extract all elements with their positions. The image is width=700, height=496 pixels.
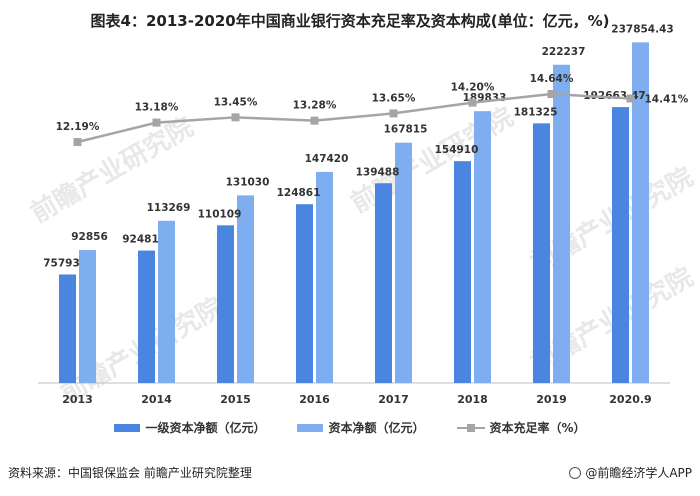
x-tick-label: 2014 (141, 393, 172, 406)
ratio-line (77, 92, 631, 144)
legend-item-tier1: 一级资本净额（亿元） (114, 419, 265, 436)
legend-label-tier1: 一级资本净额（亿元） (145, 421, 266, 435)
bar-net (316, 171, 333, 383)
x-tick-label: 2017 (378, 393, 409, 406)
ratio-label: 14.20% (451, 82, 495, 94)
bar-tier1 (533, 123, 550, 384)
ratio-marker (389, 109, 398, 118)
brand-text: @前瞻经济学人APP (585, 466, 692, 480)
data-label-tier1: 181325 (514, 106, 558, 118)
ratio-marker (231, 113, 240, 122)
legend-label-ratio: 资本充足率（%） (489, 421, 586, 435)
legend-item-net: 资本净额（亿元） (297, 419, 425, 436)
data-label-net: 147420 (305, 153, 349, 165)
data-label-net: 131030 (226, 176, 270, 188)
ratio-label: 13.18% (135, 102, 179, 114)
data-label-net: 237854.43 (611, 23, 673, 35)
ratio-marker (310, 116, 319, 125)
data-label-net: 222237 (542, 46, 586, 58)
data-label-tier1: 75793 (43, 257, 80, 269)
data-label-net: 92856 (71, 231, 108, 243)
data-label-tier1: 124861 (277, 187, 321, 199)
bar-tier1 (138, 250, 155, 383)
ratio-label: 14.64% (530, 73, 574, 85)
ratio-marker (73, 138, 82, 146)
ratio-marker (468, 98, 477, 107)
bar-tier1 (612, 107, 629, 384)
x-tick-label: 2018 (457, 393, 488, 406)
bar-net (553, 64, 570, 383)
ratio-label: 13.45% (214, 96, 258, 108)
bar-net (237, 195, 254, 383)
data-label-tier1: 110109 (198, 208, 242, 220)
bar-tier1 (59, 274, 76, 383)
source-note: 资料来源：中国银保监会 前瞻产业研究院整理 (8, 466, 252, 480)
legend-swatch-ratio (456, 423, 485, 433)
bar-tier1 (454, 161, 471, 383)
brand-footer: @前瞻经济学人APP (569, 464, 692, 481)
legend-swatch-tier1 (114, 423, 141, 432)
data-label-tier1: 92481 (122, 234, 159, 246)
bar-tier1 (296, 204, 313, 383)
bar-net (158, 220, 175, 383)
x-tick-label: 2015 (220, 393, 251, 406)
bar-net (395, 142, 412, 383)
bar-net (79, 250, 96, 383)
x-tick-label: 2016 (299, 393, 330, 406)
ratio-label: 13.28% (293, 100, 337, 112)
bar-tier1 (375, 183, 392, 383)
data-label-net: 113269 (147, 202, 191, 214)
legend-item-ratio: 资本充足率（%） (456, 419, 586, 436)
legend: 一级资本净额（亿元） 资本净额（亿元） 资本充足率（%） (0, 419, 700, 436)
legend-swatch-net (297, 423, 324, 432)
ratio-label: 14.41% (645, 94, 689, 106)
bar-net (474, 111, 491, 383)
bar-net (632, 42, 649, 383)
data-label-net: 167815 (384, 124, 428, 136)
x-tick-label: 2013 (62, 393, 93, 406)
bar-tier1 (217, 225, 234, 383)
x-tick-label: 2019 (536, 393, 567, 406)
data-label-tier1: 154910 (435, 144, 479, 156)
data-label-tier1: 139488 (356, 166, 400, 178)
ratio-marker (626, 94, 635, 103)
x-tick-label: 2020.9 (609, 393, 651, 406)
ratio-label: 12.19% (56, 121, 100, 133)
ratio-label: 13.65% (372, 92, 416, 104)
chart-area: 75793 92856 2013 92481 113269 2014 110109 13103… (38, 23, 689, 406)
brand-logo-icon (569, 466, 582, 479)
legend-label-net: 资本净额（亿元） (328, 421, 425, 435)
ratio-marker (152, 118, 161, 127)
ratio-marker (547, 90, 556, 98)
chart-title: 图表4：2013-2020年中国商业银行资本充足率及资本构成(单位：亿元，%) (90, 12, 610, 30)
